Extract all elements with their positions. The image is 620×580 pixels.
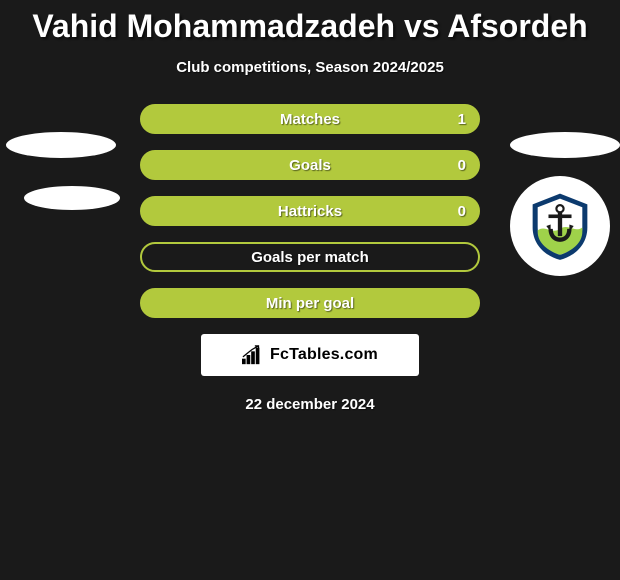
comparison-body: Matches 1 Goals 0 Hattricks 0 Goals per … (0, 104, 620, 413)
footer-date: 22 december 2024 (0, 396, 620, 413)
stat-label: Goals per match (251, 249, 369, 266)
stat-value: 1 (458, 111, 466, 128)
right-club-circle (510, 176, 610, 276)
page-subtitle: Club competitions, Season 2024/2025 (0, 59, 620, 76)
stat-row-goals: Goals 0 (140, 150, 480, 180)
stat-label: Hattricks (278, 203, 342, 220)
stat-row-hattricks: Hattricks 0 (140, 196, 480, 226)
brand-text: FcTables.com (270, 346, 378, 364)
bars-icon (242, 345, 264, 365)
stat-rows: Matches 1 Goals 0 Hattricks 0 Goals per … (140, 104, 480, 318)
left-ellipse-top (6, 132, 116, 158)
stat-label: Matches (280, 111, 340, 128)
stat-value: 0 (458, 157, 466, 174)
stat-row-matches: Matches 1 (140, 104, 480, 134)
stat-label: Min per goal (266, 295, 354, 312)
stat-value: 0 (458, 203, 466, 220)
stat-row-min-per-goal: Min per goal (140, 288, 480, 318)
right-ellipse-top (510, 132, 620, 158)
brand-box[interactable]: FcTables.com (201, 334, 419, 376)
page-title: Vahid Mohammadzadeh vs Afsordeh (0, 0, 620, 45)
stat-row-goals-per-match: Goals per match (140, 242, 480, 272)
stat-label: Goals (289, 157, 331, 174)
left-ellipse-bottom (24, 186, 120, 210)
club-crest-icon (524, 190, 596, 262)
